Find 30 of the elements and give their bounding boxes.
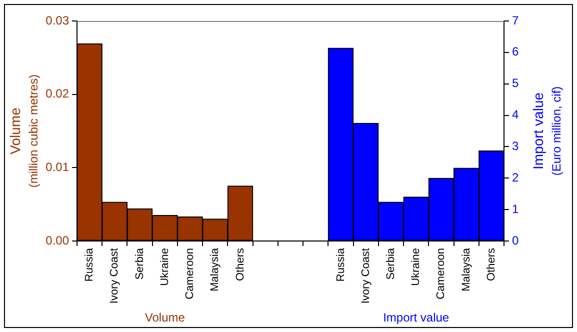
y-tick-label: 0.00: [46, 233, 70, 248]
y2-tick-label: 5: [512, 76, 519, 90]
text: Volume: [144, 310, 186, 324]
y2-tick-label: 0: [512, 233, 519, 248]
x-tick-label: Russia: [334, 247, 347, 282]
y2-tick-label: 3: [512, 139, 519, 154]
x-tick-label: Ivory Coast: [108, 248, 121, 304]
x-tick-label: Ivory Coast: [360, 248, 372, 304]
y-axis-title: Volume (million cubic metres): [6, 74, 40, 188]
x-tick-label: Cameroon: [435, 248, 448, 300]
x-tick-label: Serbia: [134, 247, 146, 280]
y-tick-label: 0.03: [46, 13, 70, 28]
x-tick-label: Ukraine: [158, 248, 171, 286]
y-tick-label: 0.02: [46, 86, 70, 101]
x-tick-label: Malaysia: [209, 247, 222, 292]
y-tick-label: 0.01: [46, 160, 70, 174]
x-tick-label: Others: [234, 248, 246, 282]
x-tick-label: Others: [485, 248, 498, 282]
y2-tick-label: 4: [512, 108, 519, 122]
y2-tick-label: 6: [512, 44, 519, 59]
x-tick-label: Malaysia: [460, 247, 472, 292]
text: Import value: [383, 310, 450, 324]
y2-tick-label: 2: [512, 170, 519, 184]
y2-tick-label: 7: [512, 13, 519, 28]
x-tick-label: Russia: [84, 247, 96, 282]
y2-axis-title: Import value (Euro million, cif): [530, 86, 564, 176]
x-tick-label: Serbia: [385, 247, 397, 280]
x-tick-label: Cameroon: [184, 248, 196, 300]
y2-tick-label: 1: [512, 202, 519, 216]
x-tick-label: Ukraine: [410, 248, 422, 286]
